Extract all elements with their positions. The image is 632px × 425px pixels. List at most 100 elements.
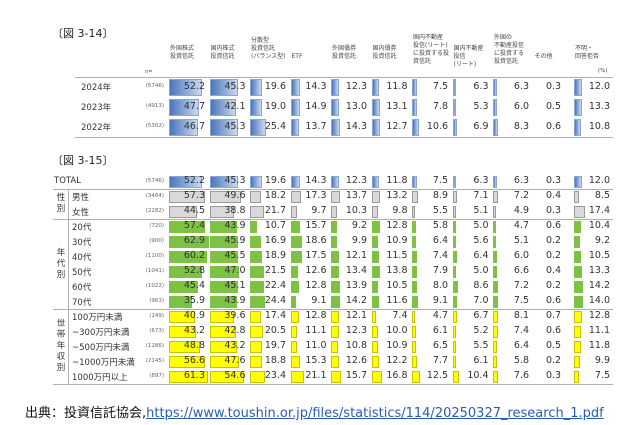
value-bar xyxy=(290,235,303,248)
value-cell: 5.5 xyxy=(452,339,493,354)
value-text: 43.9 xyxy=(224,295,246,306)
value-cell: 7.5 xyxy=(412,77,452,97)
value-cell: 10.5 xyxy=(574,249,614,264)
row-label: 男性 xyxy=(72,192,90,203)
source-link[interactable]: https://www.toushin.or.jp/files/statisti… xyxy=(146,406,604,421)
value-bar xyxy=(452,325,456,338)
sample-size: (897) xyxy=(149,372,164,379)
value-bar xyxy=(209,250,239,263)
value-cell: 45.5 xyxy=(209,249,250,264)
value-bar xyxy=(452,220,456,233)
value-cell: 7.1 xyxy=(452,189,493,204)
table-bottom-line xyxy=(75,137,613,138)
sample-size: (4913) xyxy=(145,103,164,109)
value-cell: 10.9 xyxy=(371,234,412,249)
sample-size: (5746) xyxy=(145,177,164,184)
value-cell: 13.8 xyxy=(371,264,412,279)
value-cell: 6.3 xyxy=(493,174,533,189)
value-bar xyxy=(209,190,241,203)
value-cell: 24.4 xyxy=(250,294,290,309)
value-bar xyxy=(412,310,415,323)
value-cell: 7.5 xyxy=(493,294,533,309)
value-bar xyxy=(493,325,498,338)
value-text: 25.4 xyxy=(264,120,286,132)
value-bar xyxy=(452,98,456,116)
value-bar xyxy=(574,78,582,96)
value-cell: 4.7 xyxy=(412,309,452,324)
value-text: 57.4 xyxy=(183,220,205,231)
value-text: 6.3 xyxy=(473,80,489,92)
value-cell: 13.7 xyxy=(290,117,331,137)
value-cell: 6.4 xyxy=(493,339,533,354)
value-cell: 6.6 xyxy=(493,264,533,279)
value-text: 9.7 xyxy=(311,205,327,216)
value-bar xyxy=(209,280,238,293)
value-cell: 5.6 xyxy=(452,234,493,249)
value-bar xyxy=(412,235,417,248)
value-text: 4.7 xyxy=(432,310,448,321)
value-cell: 52.2 xyxy=(169,174,209,189)
value-cell: 11.8 xyxy=(574,339,614,354)
value-bar xyxy=(412,370,420,383)
value-cell: 57.4 xyxy=(169,219,209,234)
value-bar xyxy=(331,190,340,203)
value-bar xyxy=(493,98,497,116)
value-bar xyxy=(250,98,262,116)
value-text: 0.2 xyxy=(545,280,562,291)
value-text: 45.1 xyxy=(224,280,246,291)
value-text: 8.0 xyxy=(432,280,448,291)
value-text: 47.7 xyxy=(183,100,205,112)
value-cell: 0.5 xyxy=(534,339,574,354)
value-bar xyxy=(250,265,264,278)
value-text: 52.8 xyxy=(183,265,205,276)
n-label: n= xyxy=(145,69,153,75)
value-bar xyxy=(371,325,378,338)
value-text: 9.9 xyxy=(351,235,367,246)
value-bar xyxy=(250,235,261,248)
value-cell: 6.9 xyxy=(452,117,493,137)
value-cell: 11.1 xyxy=(574,324,614,339)
value-text: 13.8 xyxy=(386,265,408,276)
value-cell: 9.9 xyxy=(331,234,371,249)
value-cell: 11.0 xyxy=(290,339,331,354)
value-bar xyxy=(574,325,581,338)
value-text: 7.1 xyxy=(473,190,489,201)
value-text: 13.3 xyxy=(588,100,610,112)
value-cell: 0.3 xyxy=(534,204,574,219)
value-bar xyxy=(169,340,200,353)
value-text: 0.4 xyxy=(545,265,562,276)
value-bar xyxy=(250,325,263,338)
value-bar xyxy=(331,370,341,383)
value-cell: 10.5 xyxy=(371,279,412,294)
value-text: 13.9 xyxy=(345,280,367,291)
value-text: 13.4 xyxy=(345,265,367,276)
value-text: 10.4 xyxy=(588,220,610,231)
value-text: 21.1 xyxy=(305,370,327,381)
value-cell: 5.5 xyxy=(412,204,452,219)
value-bar xyxy=(290,175,300,188)
value-text: 5.5 xyxy=(473,340,489,351)
figure-3-15-title: 〔図 3-15〕 xyxy=(52,154,114,167)
value-bar xyxy=(290,355,301,368)
value-cell: 7.8 xyxy=(412,97,452,117)
value-cell: 14.9 xyxy=(290,97,331,117)
value-text: 9.2 xyxy=(594,235,610,246)
value-text: 44.5 xyxy=(183,205,205,216)
value-bar xyxy=(209,340,237,353)
value-bar xyxy=(169,220,206,233)
value-text: 6.0 xyxy=(513,100,529,112)
value-cell: 20.5 xyxy=(250,324,290,339)
value-cell: 17.3 xyxy=(290,189,331,204)
row-label: 100万円未満 xyxy=(72,312,123,323)
value-cell: 45.4 xyxy=(169,279,209,294)
value-bar xyxy=(169,325,197,338)
value-text: 4.7 xyxy=(513,220,529,231)
value-bar xyxy=(331,325,339,338)
value-bar xyxy=(169,280,198,293)
value-text: 49.6 xyxy=(224,190,246,201)
value-bar xyxy=(412,190,418,203)
value-text: 45.5 xyxy=(224,250,246,261)
value-cell: 12.8 xyxy=(290,309,331,324)
value-cell: 7.4 xyxy=(371,309,412,324)
value-text: 0.4 xyxy=(545,190,562,201)
